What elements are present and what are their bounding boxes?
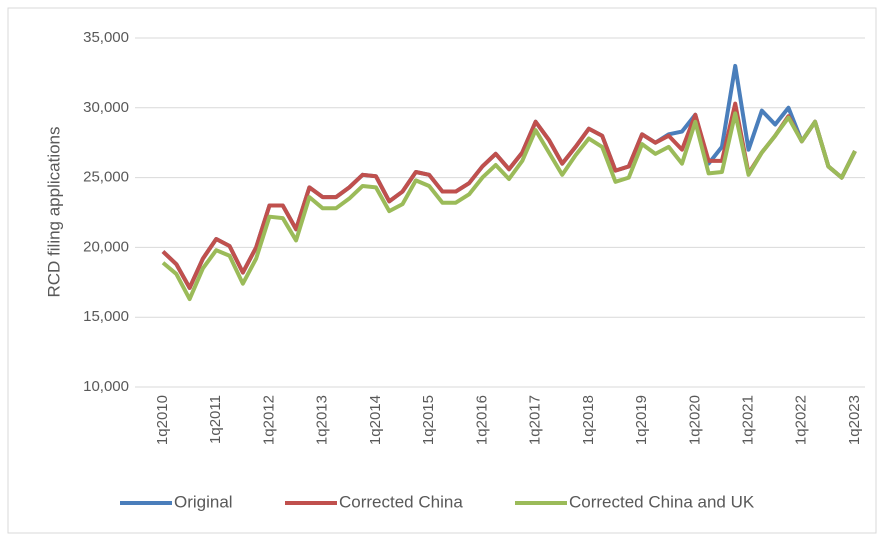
y-tick-label: 15,000 (83, 308, 129, 325)
x-tick-label: 1q2019 (633, 395, 650, 445)
y-tick-label: 25,000 (83, 169, 129, 186)
series-line (161, 111, 857, 302)
x-tick-label: 1q2022 (793, 395, 810, 445)
x-tick-label: 1q2021 (740, 395, 757, 445)
legend-label: Original (174, 492, 233, 511)
x-tick-label: 1q2013 (314, 395, 331, 445)
x-tick-label: 1q2016 (473, 395, 490, 445)
x-tick-label: 1q2018 (580, 395, 597, 445)
x-tick-label: 1q2010 (154, 395, 171, 445)
legend-label: Corrected China and UK (569, 492, 755, 511)
x-tick-label: 1q2014 (367, 395, 384, 445)
x-tick-label: 1q2015 (420, 395, 437, 445)
chart-frame (7, 7, 877, 534)
legend-label: Corrected China (339, 492, 463, 511)
y-axis-label: RCD filing applications (44, 126, 63, 297)
x-tick-label: 1q2012 (260, 395, 277, 445)
y-tick-label: 35,000 (83, 29, 129, 46)
y-tick-label: 10,000 (83, 378, 129, 395)
x-tick-label: 1q2011 (207, 395, 224, 444)
y-tick-label: 20,000 (83, 238, 129, 255)
y-tick-label: 30,000 (83, 99, 129, 116)
x-tick-label: 1q2023 (846, 395, 863, 445)
x-tick-label: 1q2017 (527, 395, 544, 445)
x-tick-label: 1q2020 (686, 395, 703, 445)
